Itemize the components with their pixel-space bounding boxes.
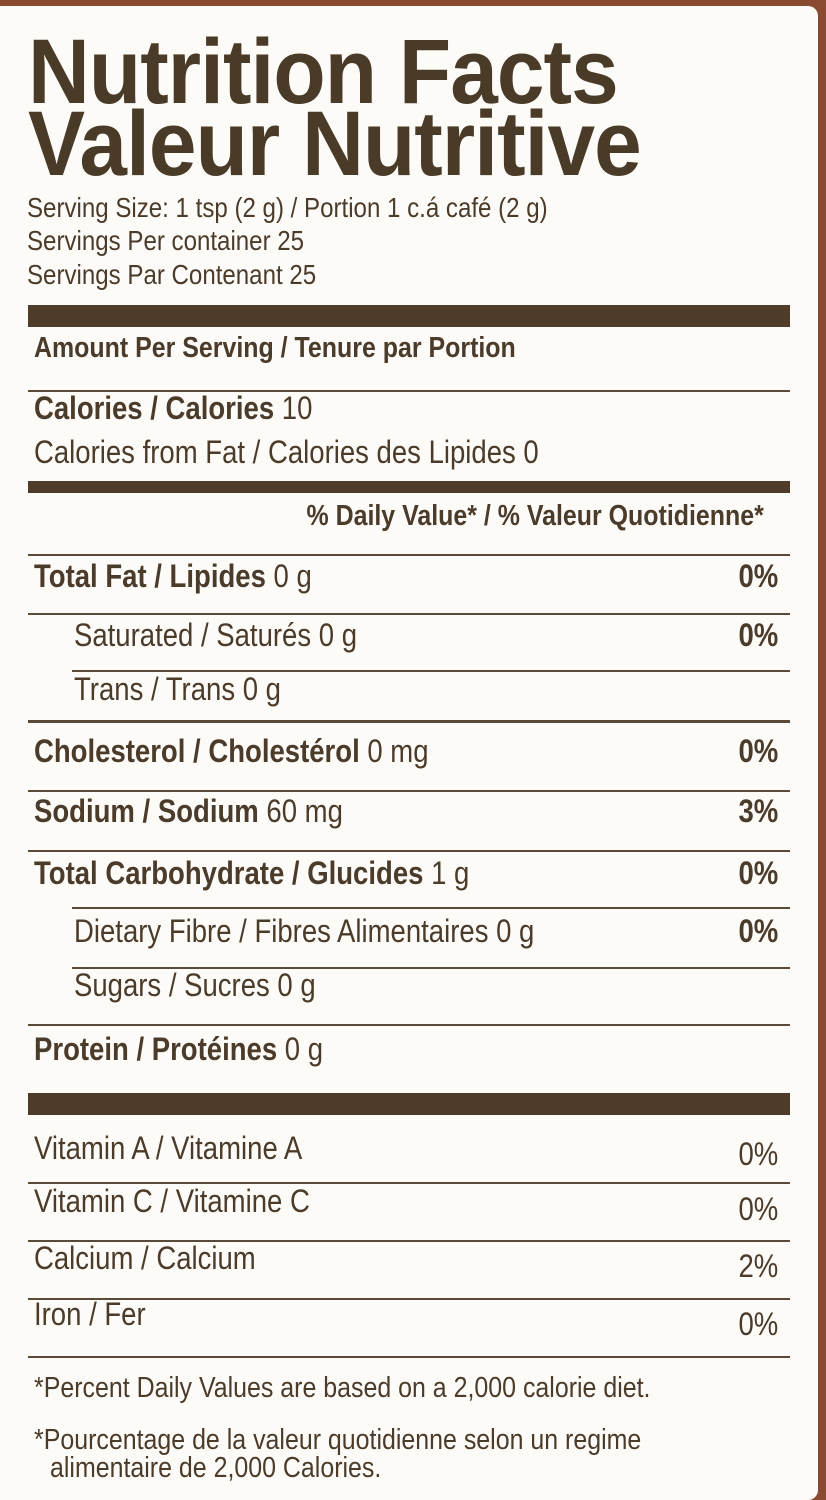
divider <box>28 850 790 852</box>
vitamin-row-c: Vitamin C / Vitamine C 0% <box>34 1183 778 1227</box>
vitamin-row-calcium: Calcium / Calcium 2% <box>34 1240 778 1284</box>
divider <box>28 1298 790 1300</box>
nutrient-row-saturated: Saturated / Saturés 0 g 0% <box>74 617 778 653</box>
nutrient-row-sugars: Sugars / Sucres 0 g <box>74 967 316 1003</box>
nutrient-row-trans: Trans / Trans 0 g <box>74 671 281 707</box>
servings-par-contenant: Servings Par Contenant 25 <box>27 259 317 290</box>
daily-value-header: % Daily Value* / % Valeur Quotidienne* <box>306 500 764 532</box>
vitamin-row-iron: Iron / Fer 0% <box>34 1296 778 1342</box>
thick-divider <box>28 305 790 327</box>
divider <box>28 1356 790 1358</box>
serving-size: Serving Size: 1 tsp (2 g) / Portion 1 c.… <box>27 192 548 223</box>
calories-from-fat: Calories from Fat / Calories des Lipides… <box>34 434 539 470</box>
divider <box>28 720 790 723</box>
servings-per-container: Servings Per container 25 <box>27 225 305 256</box>
footnote-french-line-2: alimentaire de 2,000 Calories. <box>50 1452 382 1484</box>
divider <box>28 390 790 392</box>
nutrition-label: Nutrition Facts Valeur Nutritive Serving… <box>0 6 818 1500</box>
nutrient-row-total-fat: Total Fat / Lipides 0 g 0% <box>34 558 778 594</box>
title-french: Valeur Nutritive <box>28 93 642 195</box>
footnote-english: *Percent Daily Values are based on a 2,0… <box>34 1372 651 1404</box>
nutrient-row-cholesterol: Cholesterol / Cholestérol 0 mg 0% <box>34 733 778 769</box>
divider <box>28 790 790 792</box>
nutrient-row-total-carbohydrate: Total Carbohydrate / Glucides 1 g 0% <box>34 855 778 891</box>
vitamin-row-a: Vitamin A / Vitamine A 0% <box>34 1130 778 1172</box>
calories-row: Calories / Calories 10 <box>34 390 313 426</box>
divider <box>72 967 790 969</box>
thick-divider <box>28 1093 790 1115</box>
divider <box>28 554 790 556</box>
divider <box>72 907 790 909</box>
amount-per-serving: Amount Per Serving / Tenure par Portion <box>34 332 516 364</box>
nutrient-row-protein: Protein / Protéines 0 g <box>34 1031 324 1067</box>
divider <box>28 1240 790 1242</box>
footnote-french-line-1: *Pourcentage de la valeur quotidienne se… <box>34 1424 642 1456</box>
medium-divider <box>28 481 790 493</box>
divider <box>28 1024 790 1026</box>
divider <box>28 1182 790 1184</box>
nutrient-row-sodium: Sodium / Sodium 60 mg 3% <box>34 793 778 829</box>
divider <box>72 670 790 672</box>
divider <box>28 613 790 615</box>
title-english: Nutrition Facts <box>28 21 619 123</box>
